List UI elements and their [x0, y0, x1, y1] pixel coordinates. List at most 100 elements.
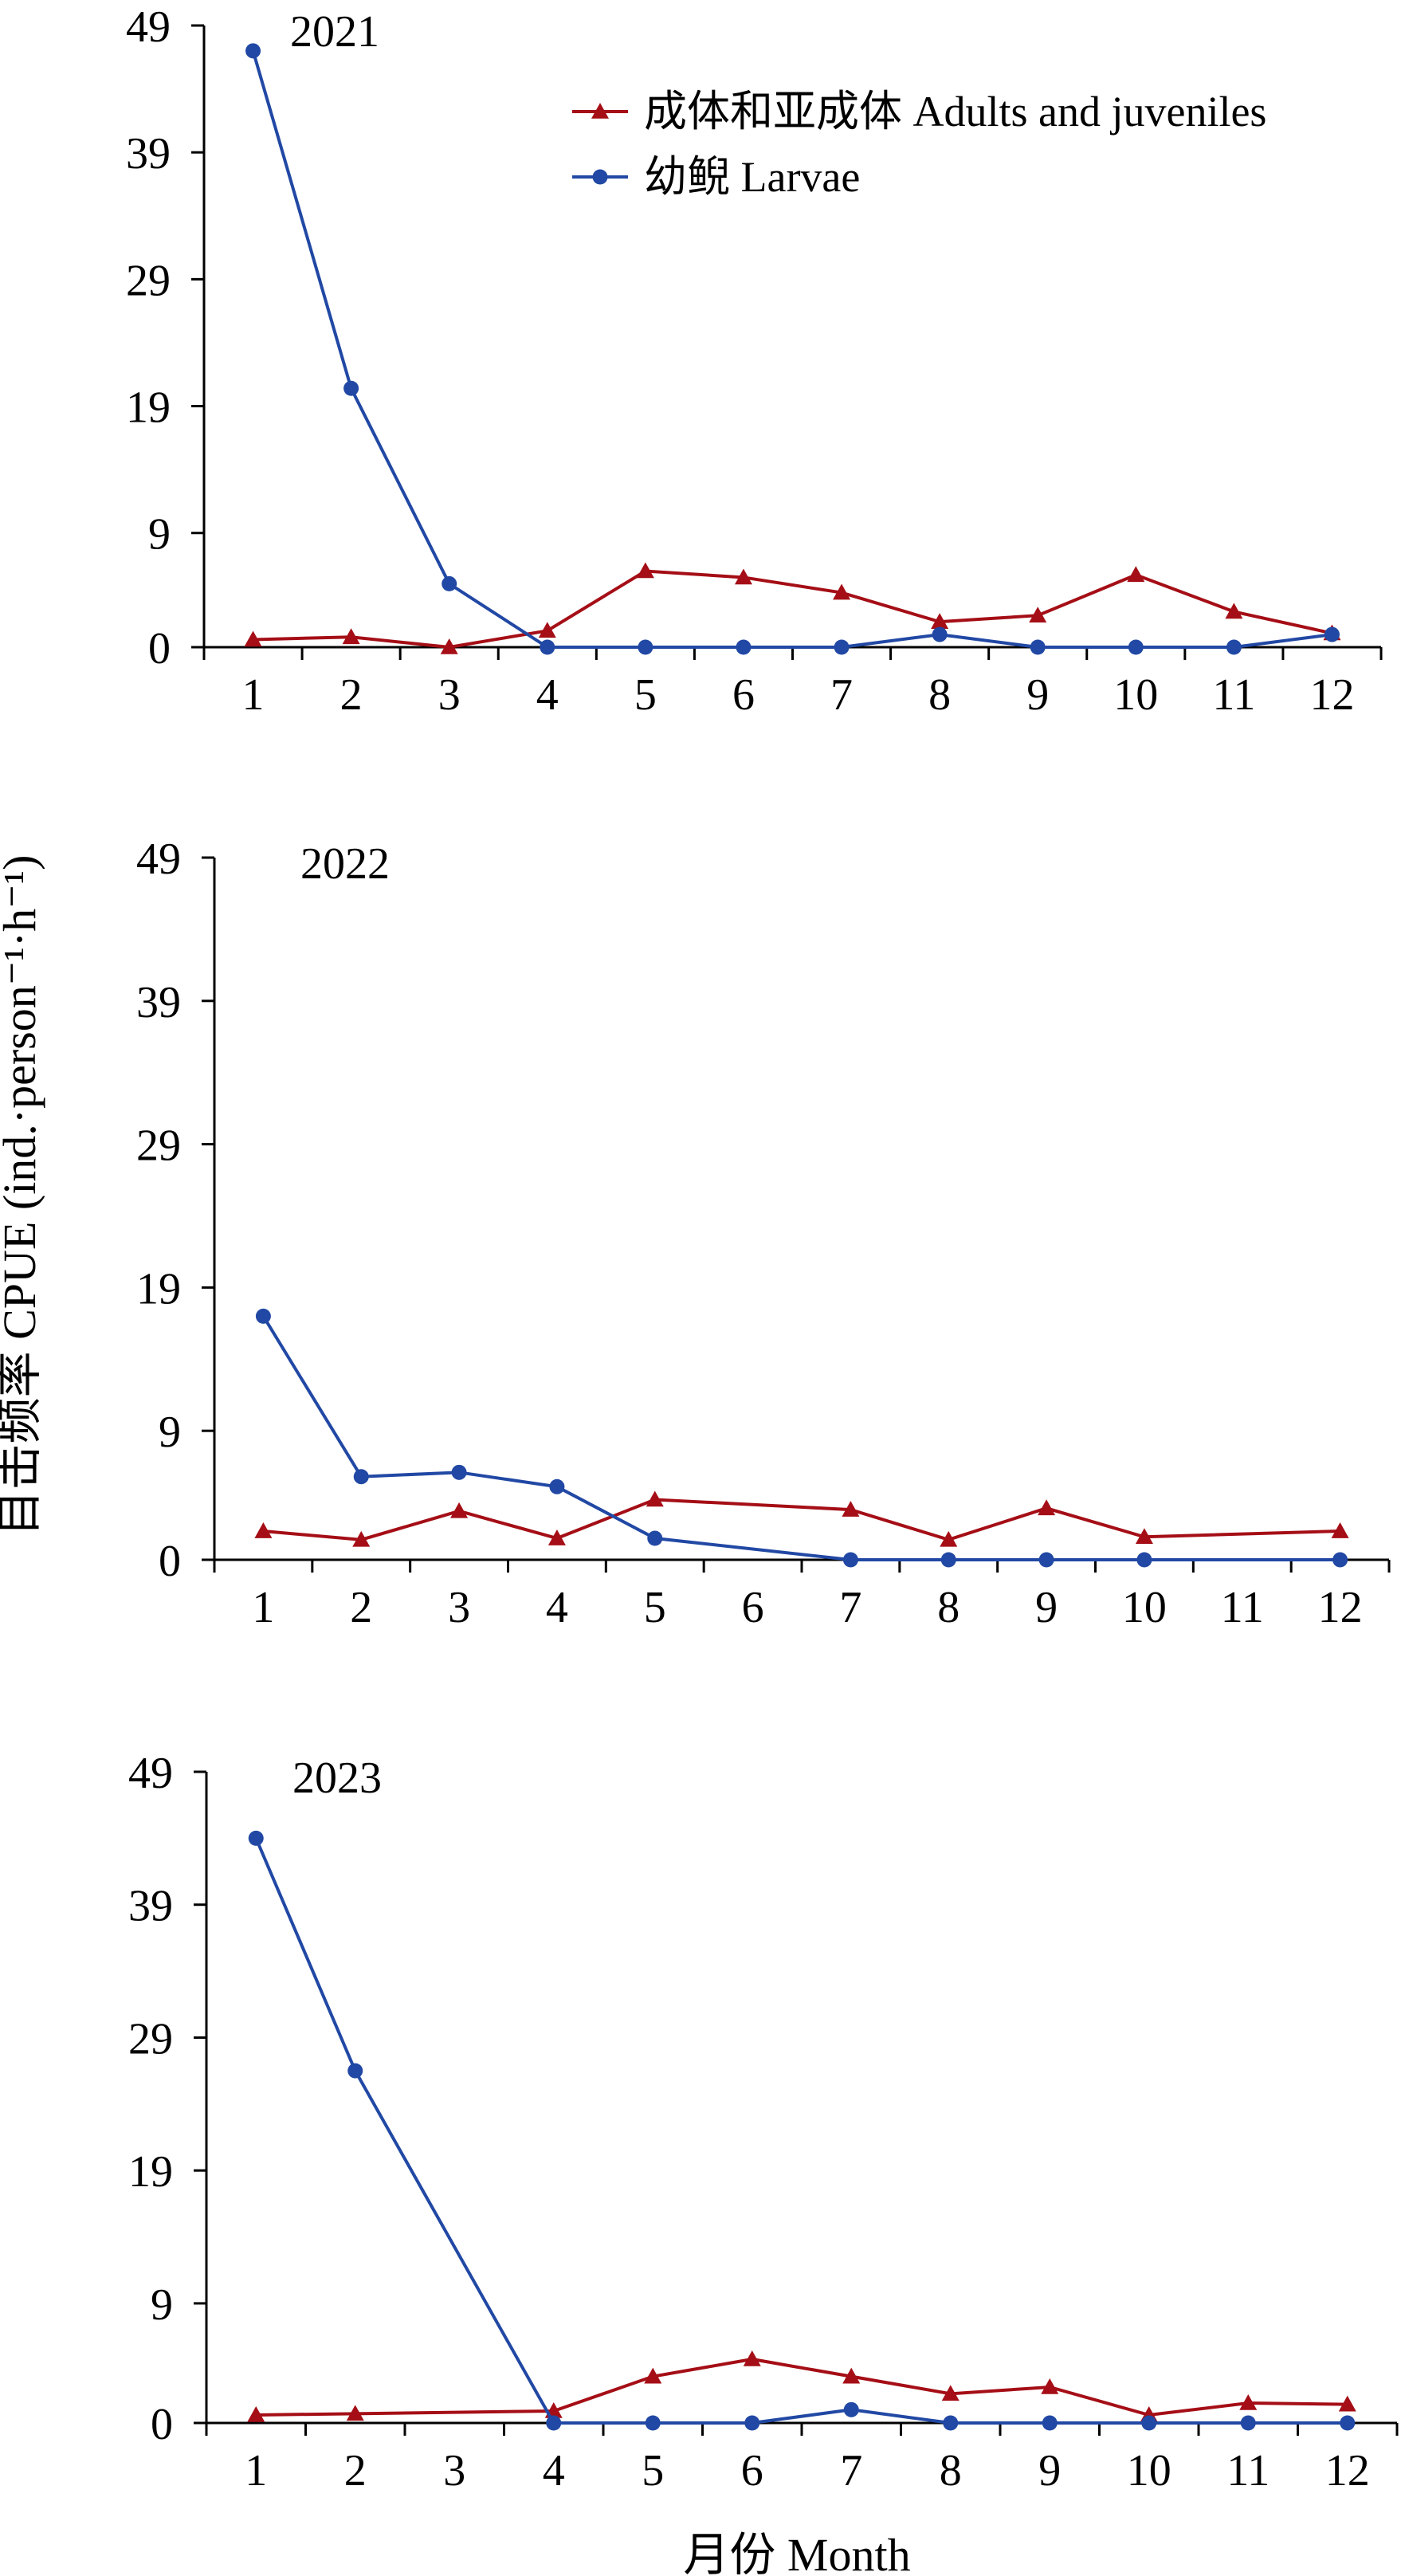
x-tick-label: 11 — [1221, 1583, 1264, 1632]
legend-marker-triangle — [591, 103, 609, 119]
data-point-triangle — [1225, 603, 1243, 619]
legend-marker-circle — [592, 169, 608, 185]
data-point-triangle — [244, 630, 262, 647]
y-tick-label: 49 — [136, 834, 181, 884]
y-tick-label: 0 — [159, 1537, 181, 1586]
data-point-triangle — [842, 2367, 861, 2384]
data-point-circle — [736, 639, 752, 655]
data-point-circle — [1128, 639, 1144, 655]
x-tick-label: 12 — [1318, 1583, 1363, 1632]
x-tick-label: 2 — [340, 670, 363, 720]
x-tick-label: 3 — [438, 670, 461, 720]
x-tick-label: 4 — [543, 2446, 565, 2496]
y-tick-label: 49 — [126, 2, 171, 52]
y-axis-title: 目击频率 CPUE (ind.·person⁻¹·h⁻¹) — [0, 855, 45, 1537]
series-line-triangle — [263, 1498, 1340, 1541]
data-point-triangle — [1029, 607, 1047, 623]
data-point-circle — [442, 575, 457, 591]
panel-year-label: 2021 — [290, 7, 379, 57]
y-tick-label: 29 — [136, 1121, 181, 1171]
data-point-triangle — [1135, 1528, 1153, 1545]
y-tick-label: 39 — [126, 129, 171, 179]
data-point-triangle — [1041, 2378, 1059, 2394]
y-tick-label: 19 — [128, 2147, 173, 2197]
y-tick-label: 39 — [136, 978, 181, 1027]
x-tick-label: 2 — [344, 2446, 367, 2496]
data-point-circle — [1042, 2415, 1058, 2431]
x-tick-label: 10 — [1113, 670, 1158, 720]
series-line-circle — [251, 50, 1332, 649]
data-point-circle — [1240, 2415, 1256, 2431]
data-point-triangle — [346, 2405, 364, 2421]
data-point-triangle — [636, 562, 654, 579]
y-tick-label: 9 — [148, 510, 171, 560]
x-tick-label: 2 — [350, 1583, 372, 1632]
series-line-circle — [254, 1837, 1348, 2425]
data-point-triangle — [547, 1530, 566, 1545]
data-point-circle — [1324, 626, 1340, 642]
x-axis-title: 月份 Month — [683, 2529, 910, 2576]
x-tick-label: 5 — [642, 2446, 664, 2496]
x-tick-label: 4 — [546, 1583, 568, 1632]
y-tick-label: 39 — [128, 1882, 173, 1931]
data-point-circle — [1030, 639, 1046, 655]
series-line-triangle — [256, 2357, 1348, 2417]
data-point-triangle — [644, 2367, 662, 2384]
data-point-triangle — [842, 1501, 860, 1517]
series-line-triangle — [253, 569, 1332, 650]
y-tick-label: 0 — [148, 624, 171, 673]
x-tick-label: 10 — [1122, 1583, 1167, 1632]
x-tick-label: 11 — [1226, 2446, 1270, 2496]
x-tick-label: 9 — [1026, 670, 1049, 720]
data-point-circle — [1226, 639, 1242, 655]
data-point-circle — [347, 2063, 363, 2079]
x-tick-label: 5 — [634, 670, 657, 720]
data-point-circle — [353, 1469, 369, 1485]
x-tick-label: 1 — [242, 670, 265, 720]
data-point-triangle — [1239, 2393, 1258, 2410]
x-tick-label: 7 — [839, 1583, 861, 1632]
panel-year-label: 2023 — [292, 1753, 382, 1803]
y-tick-label: 9 — [159, 1408, 181, 1457]
x-tick-label: 12 — [1309, 670, 1354, 720]
data-point-triangle — [1038, 1499, 1056, 1516]
x-tick-label: 6 — [742, 1583, 764, 1632]
data-point-circle — [1332, 1552, 1348, 1568]
x-tick-label: 10 — [1127, 2446, 1171, 2496]
x-tick-label: 4 — [536, 670, 559, 720]
data-point-triangle — [941, 2385, 960, 2401]
data-point-circle — [1038, 1552, 1054, 1568]
x-tick-label: 8 — [928, 670, 951, 720]
data-point-triangle — [1338, 2395, 1356, 2412]
data-point-triangle — [1127, 566, 1145, 583]
data-point-triangle — [254, 1522, 273, 1538]
x-tick-label: 3 — [443, 2446, 465, 2496]
data-point-circle — [546, 2415, 562, 2431]
x-tick-label: 7 — [840, 2446, 862, 2496]
data-point-circle — [245, 43, 261, 59]
x-tick-label: 8 — [940, 2446, 962, 2496]
x-tick-label: 12 — [1325, 2446, 1370, 2496]
data-point-circle — [834, 639, 850, 655]
y-tick-label: 29 — [126, 256, 171, 305]
data-point-circle — [540, 639, 555, 655]
y-tick-label: 19 — [136, 1264, 181, 1314]
data-point-triangle — [931, 613, 949, 629]
y-tick-label: 29 — [128, 2014, 173, 2064]
data-point-triangle — [734, 568, 752, 585]
data-point-triangle — [450, 1502, 469, 1518]
data-point-circle — [647, 1530, 663, 1546]
data-point-triangle — [646, 1490, 664, 1507]
data-point-triangle — [833, 583, 851, 600]
x-tick-label: 11 — [1212, 670, 1255, 720]
panel-year-label: 2022 — [300, 839, 390, 889]
data-point-circle — [638, 639, 653, 655]
x-tick-label: 1 — [252, 1583, 274, 1632]
data-point-triangle — [342, 628, 360, 645]
x-tick-label: 6 — [741, 2446, 763, 2496]
x-tick-label: 6 — [732, 670, 755, 720]
